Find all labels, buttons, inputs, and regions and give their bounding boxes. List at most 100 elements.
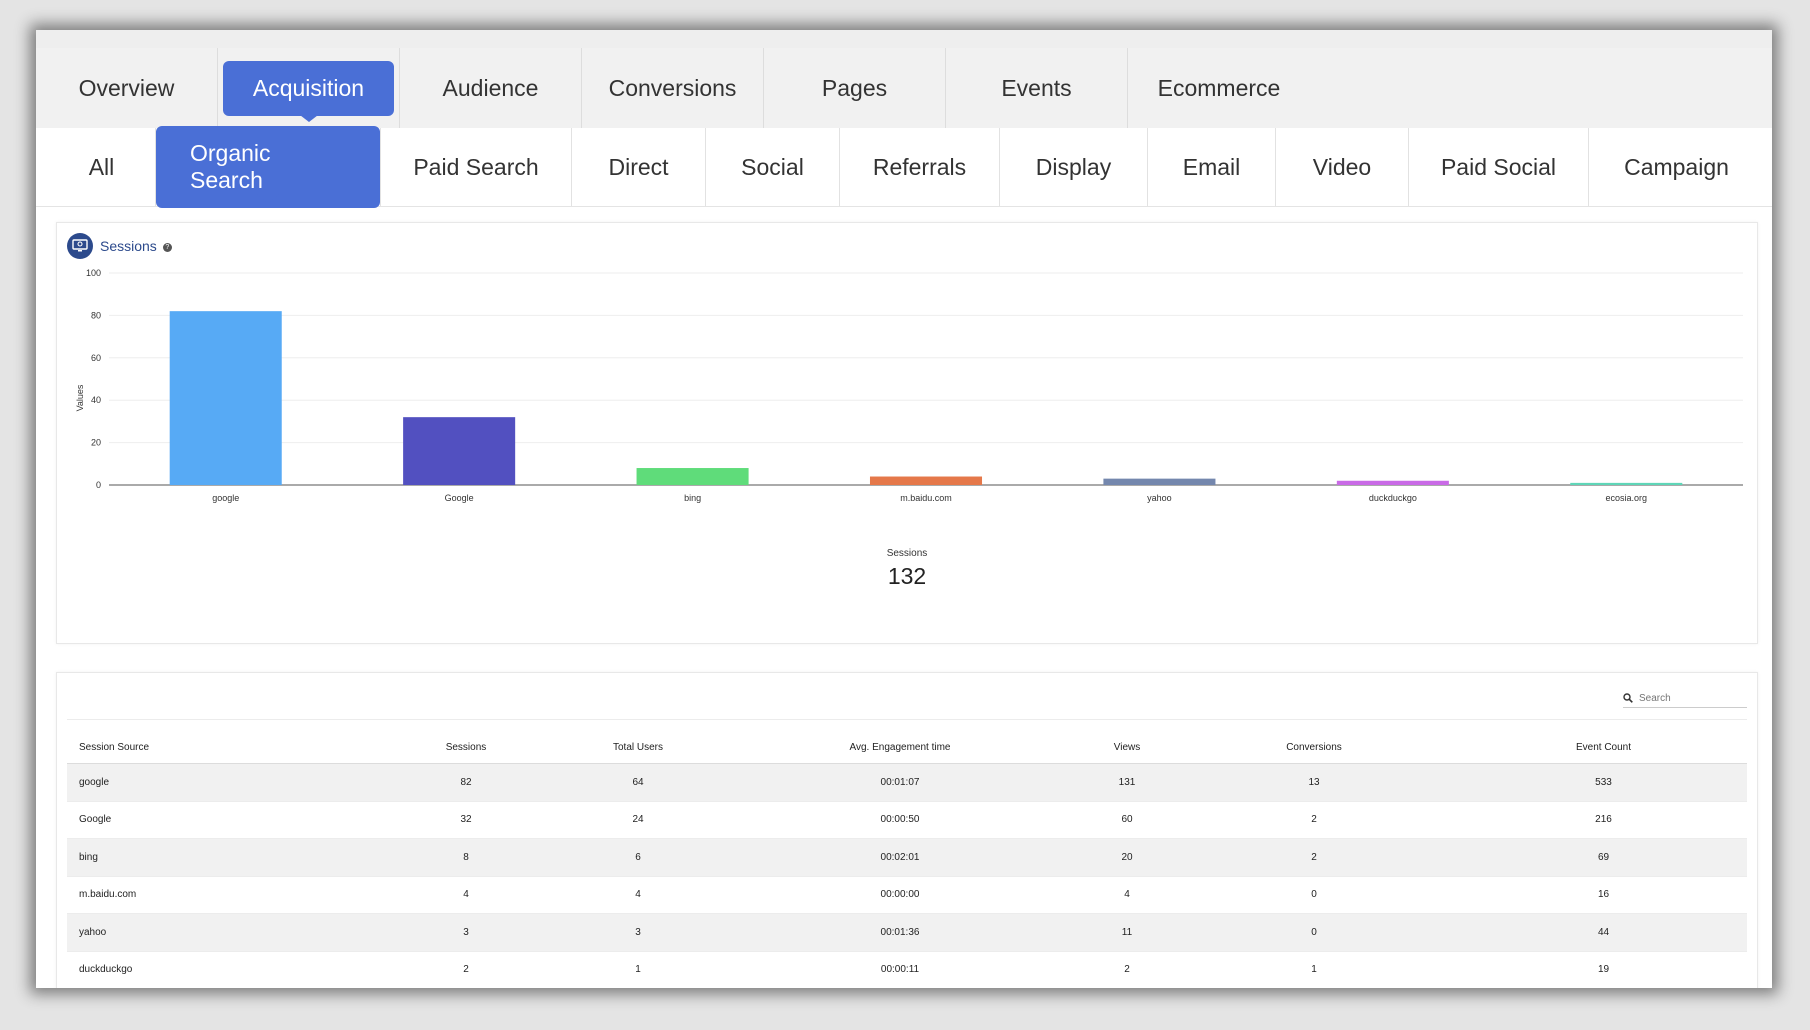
subtab-paid-social[interactable]: Paid Social [1409,128,1589,206]
total-label: Sessions [886,548,928,559]
table-cell: 2 [370,951,562,988]
x-tick-label: bing [684,493,701,503]
table-cell: 00:02:01 [714,838,1086,877]
table-header-row: Session Source Sessions Total Users Avg.… [67,731,1747,764]
table-cell: 20 [1086,838,1168,877]
table-cell: 4 [1086,876,1168,914]
sessions-table-card: Session Source Sessions Total Users Avg.… [56,672,1758,988]
y-axis-title: Values [75,384,85,411]
bar-bing[interactable] [636,468,749,485]
bar-ecosia-org[interactable] [1570,482,1683,485]
table-cell: duckduckgo [67,951,370,988]
table-cell: 00:00:11 [714,951,1086,988]
x-tick-label: yahoo [1147,493,1172,503]
col-views[interactable]: Views [1086,731,1168,764]
tab-conversions[interactable]: Conversions [582,48,764,128]
subtab-organic-search[interactable]: Organic Search [156,126,381,208]
table-cell: 00:01:07 [714,763,1086,802]
tab-events[interactable]: Events [946,48,1128,128]
tab-ecommerce[interactable]: Ecommerce [1157,74,1281,101]
col-sessions[interactable]: Sessions [370,731,562,764]
subtab-direct[interactable]: Direct [572,128,706,206]
table-cell: 60 [1086,801,1168,839]
x-tick-label: m.baidu.com [900,493,952,503]
table-cell: 16 [1460,876,1747,914]
table-cell: 6 [562,838,714,877]
table-cell: bing [67,838,370,877]
col-total-users[interactable]: Total Users [562,731,714,764]
table-cell: 131 [1086,763,1168,802]
table-cell: 64 [562,763,714,802]
table-cell: yahoo [67,913,370,952]
bar-m-baidu-com[interactable] [869,476,983,485]
table-cell: Google [67,801,370,839]
table-cell: 24 [562,801,714,839]
search-box[interactable] [1623,689,1747,708]
y-tick-label: 0 [96,480,101,490]
table-cell: 32 [370,801,562,839]
sessions-chart-card: Sessions ? 0 20 40 60 80 100 google Google bing… [56,222,1758,644]
tab-acquisition[interactable]: Acquisition [218,48,400,128]
table-cell: 216 [1460,801,1747,839]
search-icon [1623,693,1633,703]
table-cell: 82 [370,763,562,802]
table-cell: 0 [1168,876,1460,914]
tab-overview[interactable]: Overview [36,48,218,128]
subtab-social[interactable]: Social [706,128,840,206]
subtab-video[interactable]: Video [1276,128,1409,206]
table-row[interactable]: duckduckgo 2 1 00:00:11 2 1 19 [67,951,1747,988]
table-cell: 3 [562,913,714,952]
col-event-count[interactable]: Event Count [1460,731,1747,764]
sessions-bar-chart: 0 20 40 60 80 100 google Google bing m.baidu.com… [75,268,1743,503]
active-subtab-caret [255,193,281,203]
table-row[interactable]: bing 8 6 00:02:01 20 2 69 [67,838,1747,877]
tab-pages[interactable]: Pages [764,48,946,128]
sessions-table: Session Source Sessions Total Users Avg.… [67,731,1747,988]
table-cell: 2 [1168,838,1460,877]
table-cell: 19 [1460,951,1747,988]
y-tick-label: 80 [91,310,101,320]
table-row[interactable]: m.baidu.com 4 4 00:00:00 4 0 16 [67,876,1747,914]
table-cell: 2 [1086,951,1168,988]
bar-google[interactable] [169,311,282,485]
bar-yahoo[interactable] [1103,478,1216,485]
bar-google[interactable] [403,417,516,485]
chart-title: Sessions [100,238,157,254]
bar-duckduckgo[interactable] [1336,480,1449,485]
search-input[interactable] [1637,691,1741,705]
table-cell: 11 [1086,913,1168,952]
y-tick-label: 60 [91,353,101,363]
table-cell: 13 [1168,763,1460,802]
tab-audience[interactable]: Audience [400,48,582,128]
table-cell: 533 [1460,763,1747,802]
table-cell: 2 [1168,801,1460,839]
subtab-referrals[interactable]: Referrals [840,128,1000,206]
monitor-icon [67,233,93,259]
table-cell: 00:00:50 [714,801,1086,839]
table-cell: 8 [370,838,562,877]
x-tick-label: ecosia.org [1606,493,1648,503]
table-cell: google [67,763,370,802]
table-cell: 00:01:36 [714,913,1086,952]
divider [67,719,1747,720]
table-row[interactable]: Google 32 24 00:00:50 60 2 216 [67,801,1747,839]
subtab-all[interactable]: All [48,128,156,206]
x-tick-label: Google [445,493,474,503]
x-tick-label: google [212,493,239,503]
top-strip [36,30,1772,48]
subtab-email[interactable]: Email [1148,128,1276,206]
help-icon[interactable]: ? [162,242,172,252]
col-conversions[interactable]: Conversions [1168,731,1460,764]
dashboard-frame: Overview Acquisition Audience Conversion… [36,30,1772,988]
primary-tabs: Overview Acquisition Audience Conversion… [36,48,1772,128]
table-row[interactable]: yahoo 3 3 00:01:36 11 0 44 [67,913,1747,952]
subtab-paid-search[interactable]: Paid Search [381,128,572,206]
subtab-campaign[interactable]: Campaign [1624,153,1729,180]
total-sessions-value: 132 [887,563,927,589]
col-avg-engagement-time[interactable]: Avg. Engagement time [714,731,1086,764]
subtab-display[interactable]: Display [1000,128,1148,206]
table-cell: 1 [1168,951,1460,988]
col-session-source[interactable]: Session Source [67,731,370,764]
table-row[interactable]: google 82 64 00:01:07 131 13 533 [67,763,1747,802]
y-tick-label: 20 [91,438,101,448]
